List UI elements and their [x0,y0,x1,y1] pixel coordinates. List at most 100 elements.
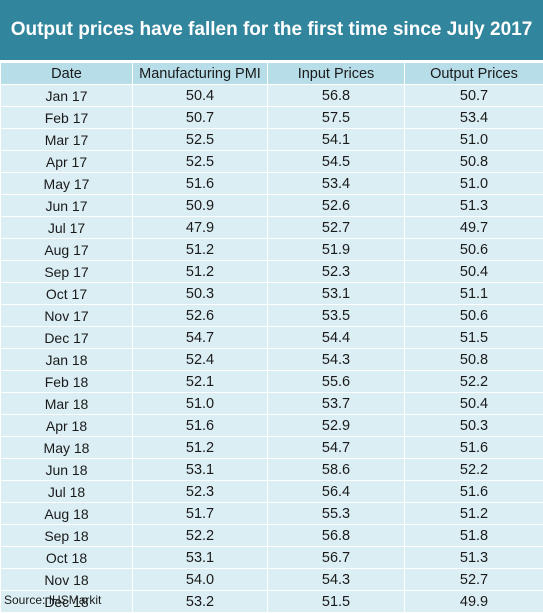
manufacturing-pmi-cell: 52.6 [132,304,268,327]
table-row: Sep 18 52.2 56.8 51.8 [0,524,543,547]
manufacturing-pmi-cell: 51.0 [132,392,268,415]
input-prices-cell: 52.6 [267,194,405,217]
input-prices-cell: 52.7 [267,216,405,239]
table-row: Feb 18 52.1 55.6 52.2 [0,370,543,393]
input-prices-cell: 54.3 [267,348,405,371]
input-prices-cell: 51.5 [267,590,405,613]
input-prices-cell: 56.8 [267,84,405,107]
date-cell: Mar 18 [0,392,133,415]
table-row: Aug 18 51.7 55.3 51.2 [0,502,543,525]
manufacturing-pmi-cell: 53.1 [132,458,268,481]
date-cell: Sep 17 [0,260,133,283]
table-body: Jan 17 50.4 56.8 50.7 Feb 17 50.7 57.5 53.4 Mar … [0,84,543,613]
date-cell: Apr 18 [0,414,133,437]
input-prices-cell: 52.3 [267,260,405,283]
input-prices-cell: 53.1 [267,282,405,305]
output-prices-cell: 51.1 [404,282,543,305]
output-prices-cell: 50.8 [404,150,543,173]
output-prices-cell: 51.0 [404,128,543,151]
table-row: Jun 17 50.9 52.6 51.3 [0,194,543,217]
output-prices-cell: 50.7 [404,84,543,107]
output-prices-cell: 49.9 [404,590,543,613]
column-header-output-prices: Output Prices [404,62,543,85]
table-row: May 18 51.2 54.7 51.6 [0,436,543,459]
manufacturing-pmi-cell: 53.2 [132,590,268,613]
table-row: May 17 51.6 53.4 51.0 [0,172,543,195]
table-row: Apr 18 51.6 52.9 50.3 [0,414,543,437]
date-cell: Jan 17 [0,84,133,107]
input-prices-cell: 56.7 [267,546,405,569]
output-prices-cell: 50.8 [404,348,543,371]
column-header-date: Date [0,62,133,85]
date-cell: Feb 17 [0,106,133,129]
manufacturing-pmi-cell: 51.2 [132,436,268,459]
manufacturing-pmi-cell: 50.4 [132,84,268,107]
table-row: Feb 17 50.7 57.5 53.4 [0,106,543,129]
date-cell: Aug 17 [0,238,133,261]
date-cell: May 18 [0,436,133,459]
output-prices-cell: 52.7 [404,568,543,591]
table-row: Jul 17 47.9 52.7 49.7 [0,216,543,239]
manufacturing-pmi-cell: 52.2 [132,524,268,547]
output-prices-cell: 51.8 [404,524,543,547]
table-row: Oct 17 50.3 53.1 51.1 [0,282,543,305]
table-row: Jan 17 50.4 56.8 50.7 [0,84,543,107]
input-prices-cell: 52.9 [267,414,405,437]
table-row: Jan 18 52.4 54.3 50.8 [0,348,543,371]
output-prices-cell: 51.3 [404,194,543,217]
manufacturing-pmi-cell: 51.6 [132,414,268,437]
input-prices-cell: 54.7 [267,436,405,459]
date-cell: May 17 [0,172,133,195]
input-prices-cell: 51.9 [267,238,405,261]
input-prices-cell: 54.5 [267,150,405,173]
manufacturing-pmi-cell: 53.1 [132,546,268,569]
output-prices-cell: 51.2 [404,502,543,525]
manufacturing-pmi-cell: 52.3 [132,480,268,503]
manufacturing-pmi-cell: 50.7 [132,106,268,129]
output-prices-cell: 50.3 [404,414,543,437]
manufacturing-pmi-cell: 52.5 [132,128,268,151]
table-row: Aug 17 51.2 51.9 50.6 [0,238,543,261]
manufacturing-pmi-cell: 52.4 [132,348,268,371]
output-prices-cell: 50.6 [404,304,543,327]
date-cell: Jul 17 [0,216,133,239]
input-prices-cell: 55.3 [267,502,405,525]
column-header-input-prices: Input Prices [267,62,405,85]
table-row: Apr 17 52.5 54.5 50.8 [0,150,543,173]
date-cell: Nov 17 [0,304,133,327]
table-row: Jun 18 53.1 58.6 52.2 [0,458,543,481]
input-prices-cell: 56.4 [267,480,405,503]
column-header-manufacturing-pmi: Manufacturing PMI [132,62,268,85]
date-cell: Sep 18 [0,524,133,547]
source-note: Source: IHSMarkit [4,593,102,607]
date-cell: Nov 18 [0,568,133,591]
output-prices-cell: 50.4 [404,260,543,283]
output-prices-cell: 51.5 [404,326,543,349]
date-cell: Feb 18 [0,370,133,393]
manufacturing-pmi-cell: 47.9 [132,216,268,239]
input-prices-cell: 57.5 [267,106,405,129]
output-prices-cell: 50.4 [404,392,543,415]
input-prices-cell: 53.7 [267,392,405,415]
output-prices-cell: 51.3 [404,546,543,569]
output-prices-cell: 51.6 [404,480,543,503]
date-cell: Oct 17 [0,282,133,305]
date-cell: Jun 18 [0,458,133,481]
data-table: Date Manufacturing PMI Input Prices Outp… [0,62,543,613]
output-prices-cell: 52.2 [404,458,543,481]
manufacturing-pmi-cell: 50.3 [132,282,268,305]
manufacturing-pmi-cell: 51.6 [132,172,268,195]
input-prices-cell: 53.5 [267,304,405,327]
chart-title: Output prices have fallen for the first … [0,0,543,62]
output-prices-cell: 53.4 [404,106,543,129]
date-cell: Jan 18 [0,348,133,371]
date-cell: Dec 18 [0,590,133,613]
input-prices-cell: 56.8 [267,524,405,547]
manufacturing-pmi-cell: 52.5 [132,150,268,173]
table-row: Oct 18 53.1 56.7 51.3 [0,546,543,569]
table-row: Dec 18 53.2 51.5 49.9 [0,590,543,613]
date-cell: Jun 17 [0,194,133,217]
output-prices-cell: 52.2 [404,370,543,393]
manufacturing-pmi-cell: 54.7 [132,326,268,349]
date-cell: Oct 18 [0,546,133,569]
